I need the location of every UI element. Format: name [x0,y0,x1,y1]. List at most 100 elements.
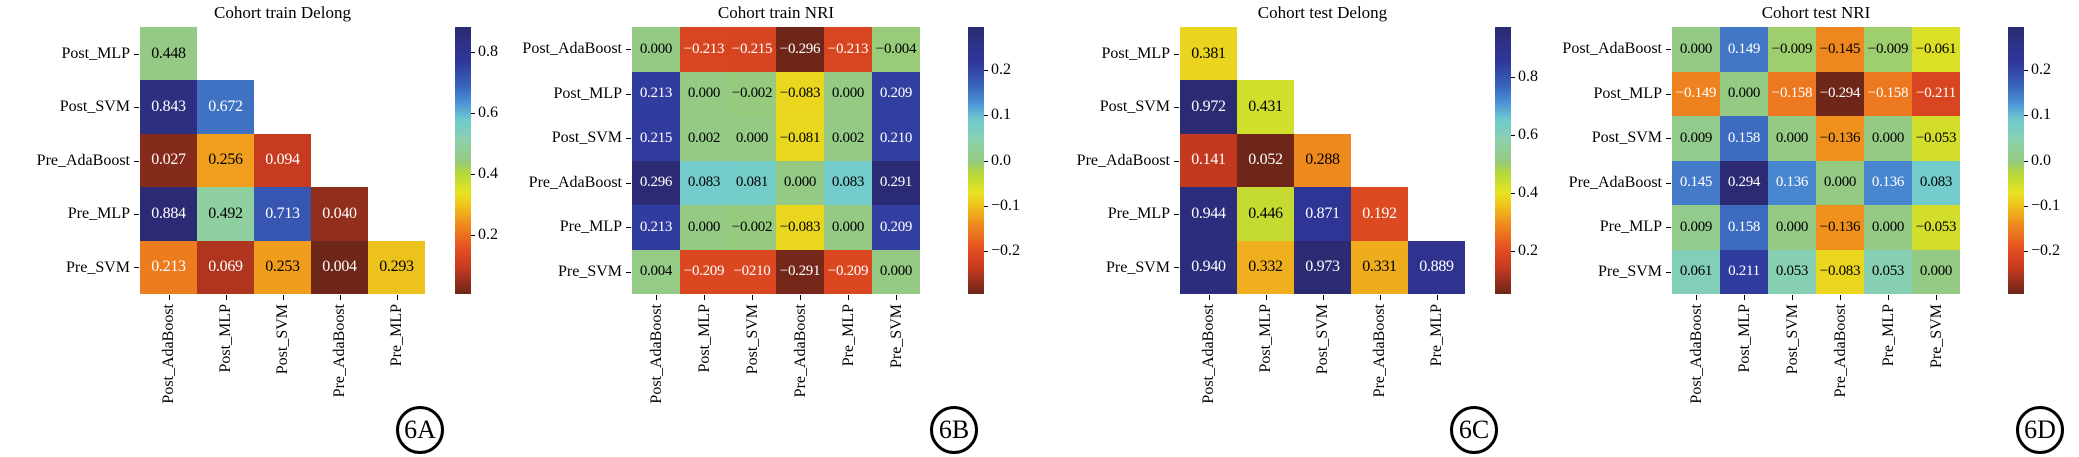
y-axis-label: Pre_SVM [557,262,622,280]
x-axis-tick [1208,295,1210,300]
heatmap-cell: −0.136 [1816,205,1864,250]
colorbar-tick [1511,77,1515,79]
heatmap-cell: 0.192 [1351,187,1408,241]
heatmap-cell: 0.000 [824,71,872,116]
heatmap-cell: 0.052 [1237,133,1294,188]
colorbar-tick-label: 0.8 [478,43,498,61]
colorbar-tick [471,173,475,175]
heatmap-cell: 0.000 [1720,71,1768,116]
heatmap-cell: 0.000 [1672,27,1720,72]
y-axis-tick [626,182,631,184]
colorbar-tick [2024,115,2028,117]
colorbar-tick-label: −0.1 [991,196,1021,214]
heatmap-cell: 0.210 [872,116,920,161]
x-axis-label: Post_MLP [695,304,713,373]
heatmap-cell: 0.713 [254,187,311,241]
x-axis-label: Post_MLP [1257,304,1274,373]
heatmap-cell: 0.213 [140,240,197,294]
x-axis-tick [1696,295,1697,300]
heatmap-cell: 0.145 [1672,160,1720,205]
heatmap-cell: 0.009 [1672,205,1720,250]
y-axis-label: Pre_AdaBoost [36,151,130,169]
figure-badge-6d: 6D [2016,406,2064,454]
colorbar-tick-label: −0.2 [2031,242,2061,260]
heatmap-cell: 0.446 [1237,187,1294,241]
colorbar-tick [2024,251,2028,253]
heatmap-grid: 0.381 0.972 0.431 0.141 0.052 0.288 0.944 0.446… [1180,27,1465,294]
colorbar-tick-label: 0.2 [1518,242,1538,260]
heatmap-cell: −0.004 [872,27,920,72]
colorbar-tick-label: 0.1 [991,106,1011,124]
colorbar-tick-label: 0.2 [2031,60,2051,78]
colorbar-tick [984,205,988,207]
y-axis-tick [626,138,631,140]
y-axis-label: Pre_MLP [1107,205,1170,223]
x-axis-label: Post_AdaBoost [1200,304,1217,404]
heatmap-cell: 0.332 [1237,240,1294,294]
y-axis-label: Pre_MLP [67,205,130,223]
heatmap-cell: 0.843 [140,80,197,134]
colorbar-tick [1511,251,1515,253]
y-axis-label: Post_AdaBoost [1562,40,1662,57]
colorbar-tick [2024,69,2028,71]
heatmap-cell: 0.448 [140,27,197,81]
colorbar-tick-label: 0.0 [991,151,1011,169]
heatmap-cell: 0.002 [824,116,872,161]
heatmap-cell: −0.213 [680,27,728,72]
x-axis-tick [752,295,753,300]
x-axis-label: Pre_MLP [839,304,857,367]
colorbar-tick [984,160,988,162]
y-axis-label: Pre_AdaBoost [1568,173,1662,191]
heatmap-cell: 0.000 [1768,205,1816,250]
colorbar-tick-label: 0.2 [478,225,498,243]
heatmap-cell: 0.009 [1672,116,1720,161]
x-axis-label: Post_AdaBoost [160,304,177,404]
heatmap-cell: 0.973 [1294,240,1351,294]
heatmap-cell: 0.291 [872,160,920,205]
heatmap-cell: 0.158 [1720,205,1768,250]
heatmap-cell: 0.053 [1864,249,1912,294]
colorbar-tick-label: −0.1 [2031,196,2061,214]
colorbar-tick-label: −0.2 [991,241,1021,259]
heatmap-cell: 0.061 [1672,249,1720,294]
panel-title: Cohort train NRI [717,3,835,22]
heatmap-cell: 0.149 [1720,27,1768,72]
heatmap-cell: −0.149 [1672,71,1720,116]
y-axis-label: Post_AdaBoost [522,40,622,57]
colorbar-tick [2024,160,2028,162]
x-axis-label: Pre_AdaBoost [1371,304,1388,398]
heatmap-cell: −0.009 [1864,27,1912,72]
heatmap-cell: −0.291 [776,249,824,294]
heatmap-cell: 0.083 [824,160,872,205]
heatmap-cell: 0.381 [1180,27,1237,81]
heatmap-cell: 0.889 [1408,240,1465,294]
heatmap-cell: 0.871 [1294,187,1351,241]
y-axis-tick [134,160,139,162]
y-axis-label: Post_SVM [551,129,622,146]
heatmap-grid: 0.448 0.843 0.672 0.027 0.256 0.094 0.884 0.492… [140,27,425,294]
colorbar-tick-label: 0.0 [2031,151,2051,169]
x-axis-label: Pre_MLP [388,304,405,367]
heatmap-cell: −0.083 [776,205,824,250]
y-axis-tick [1174,267,1179,269]
x-axis-tick [1936,295,1937,300]
heatmap-cell: 0.000 [680,205,728,250]
y-axis-label: Pre_SVM [65,258,130,276]
colorbar [455,27,471,294]
heatmap-cell: 0.069 [197,240,254,294]
x-axis-label: Pre_AdaBoost [331,304,348,398]
y-axis-tick [1666,93,1671,95]
heatmap-cell: −0.213 [824,27,872,72]
heatmap-cell: 0.000 [632,27,680,72]
x-axis-label: Pre_SVM [1927,304,1945,369]
heatmap-cell: 0.136 [1864,160,1912,205]
y-axis-label: Pre_MLP [1599,218,1662,235]
heatmap-cell: 0.294 [1720,160,1768,205]
y-axis-tick [626,49,631,51]
colorbar-tick [2024,205,2028,207]
y-axis-label: Post_MLP [61,45,130,62]
y-axis-tick [1666,138,1671,140]
colorbar-tick-label: 0.2 [991,61,1011,79]
heatmap-cell: −0.002 [728,205,776,250]
heatmap-cell: 0.213 [632,205,680,250]
